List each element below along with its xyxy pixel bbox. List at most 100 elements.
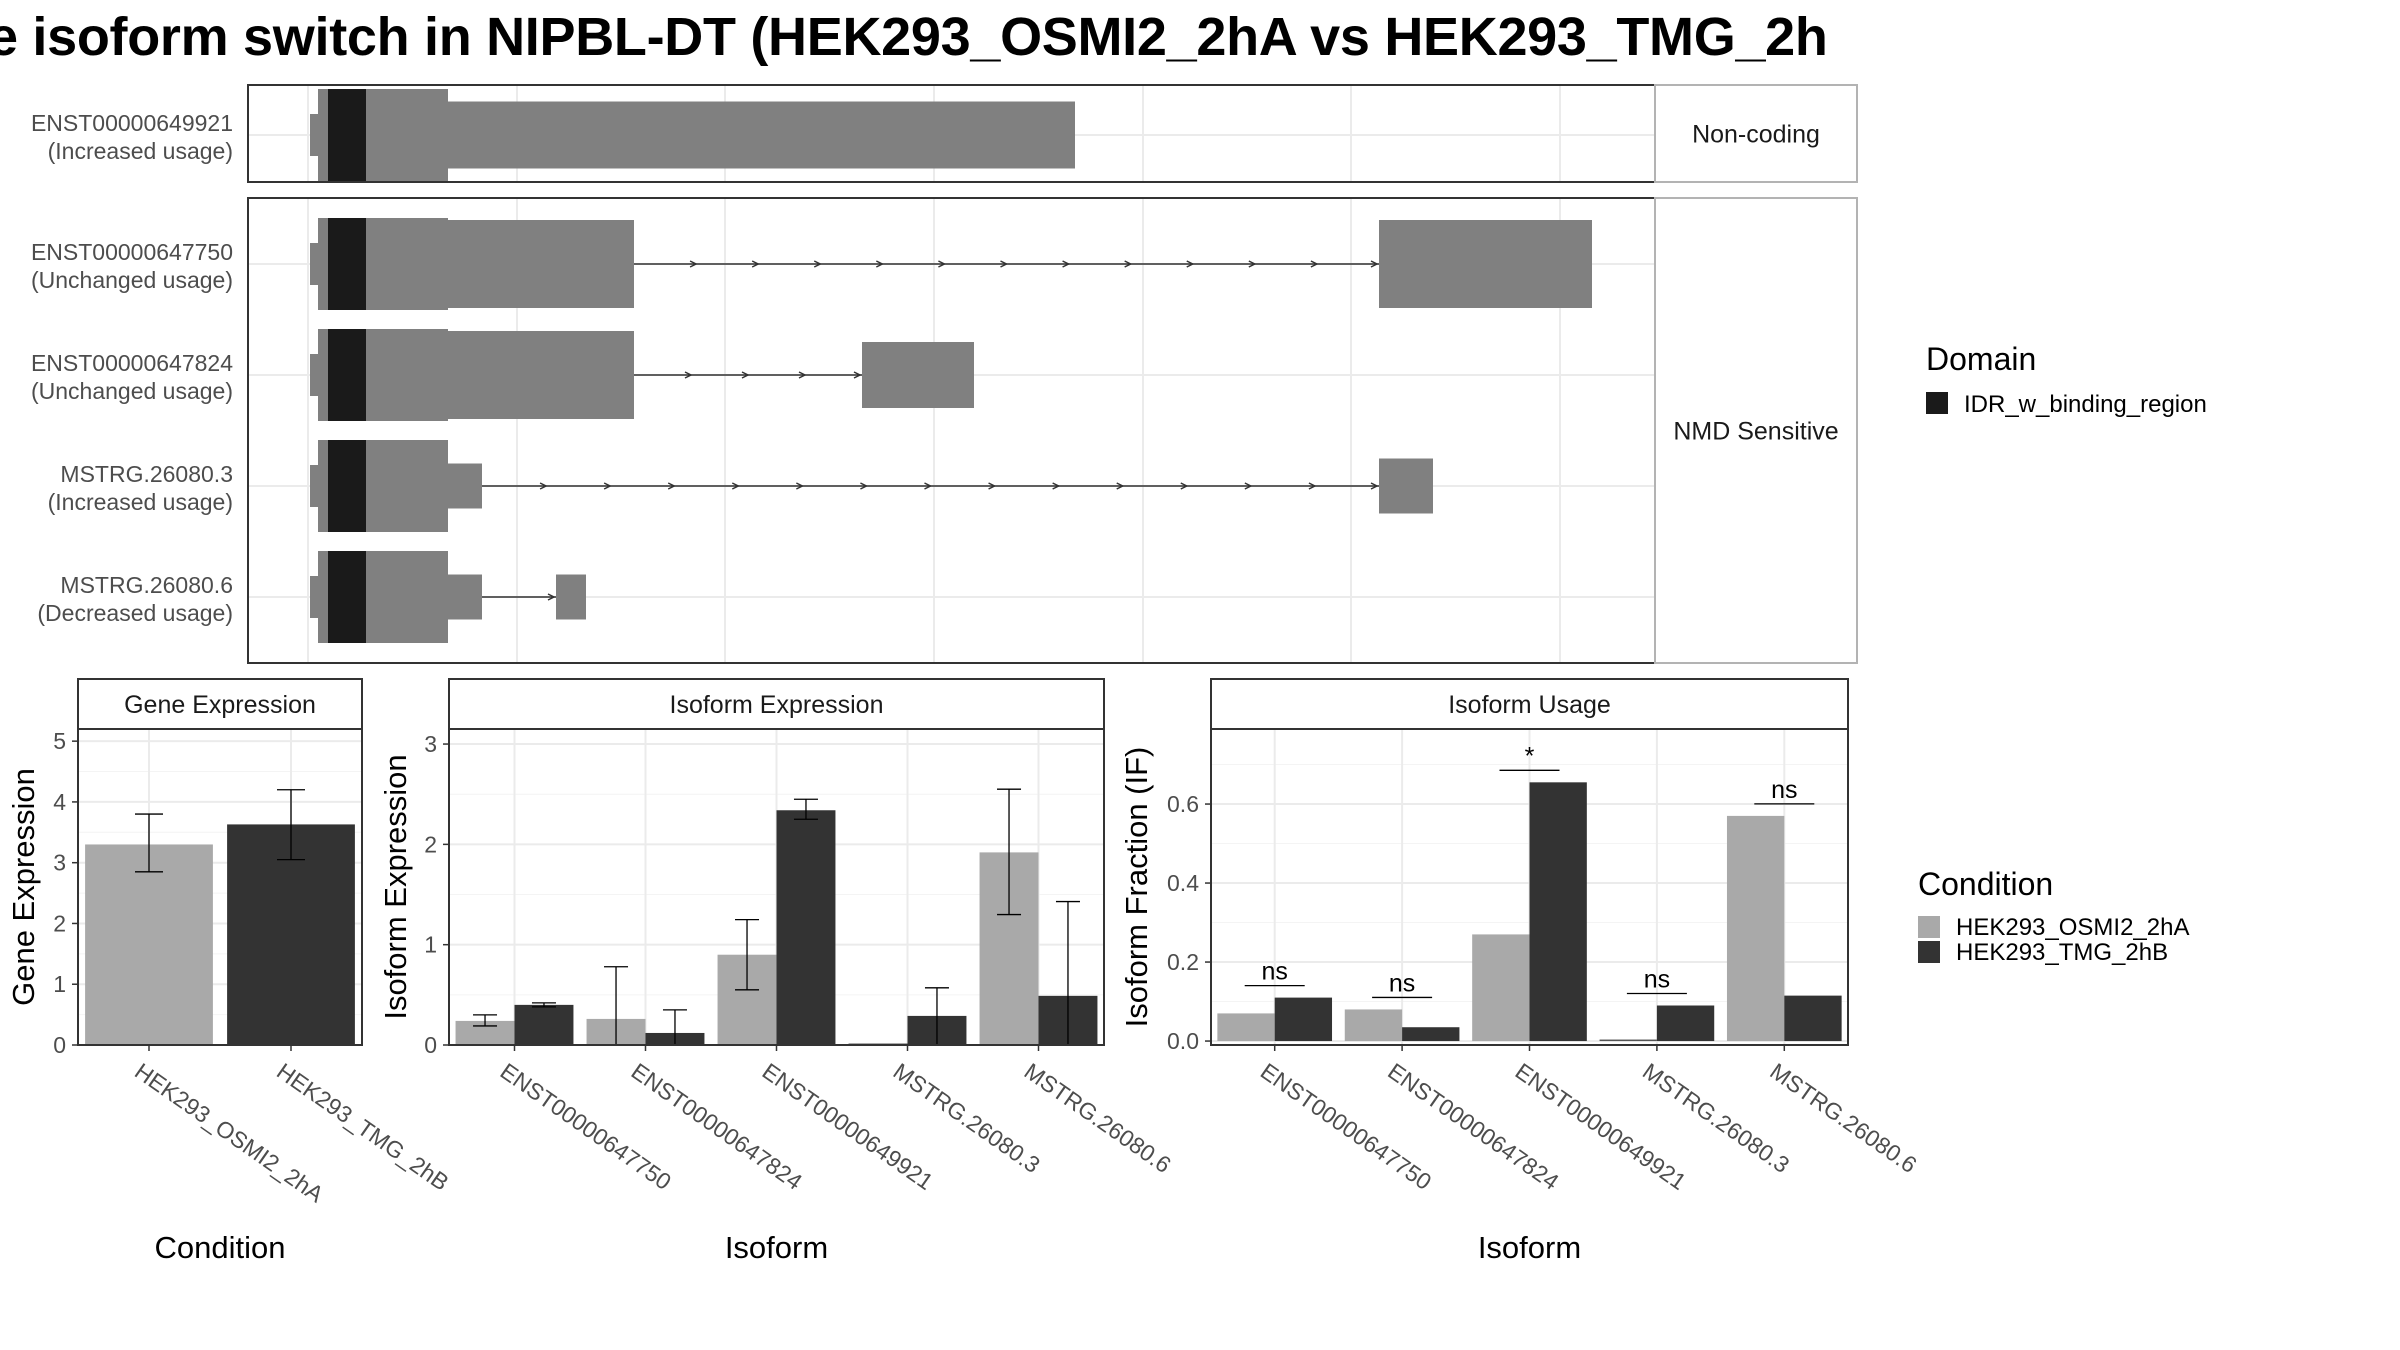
domain-idr-binding-region: [328, 440, 366, 532]
intron-arrow: [860, 482, 869, 490]
legend-key: [1918, 916, 1940, 938]
y-tick-label: 0.0: [1167, 1028, 1199, 1054]
bar: [1344, 1009, 1403, 1042]
exon: [448, 331, 634, 419]
bar: [1656, 1005, 1715, 1042]
domain-idr-binding-region: [328, 329, 366, 421]
intron-arrow: [539, 482, 548, 490]
y-axis-title: Isoform Expression: [378, 754, 413, 1019]
y-axis-title: Gene Expression: [6, 768, 41, 1006]
intron-arrow: [1244, 482, 1253, 490]
intron-arrow: [689, 260, 698, 268]
y-tick-label: 0.2: [1167, 949, 1199, 975]
exon: [310, 243, 320, 285]
significance-label: *: [1525, 742, 1535, 770]
intron-arrow: [751, 260, 760, 268]
intron-arrow: [988, 482, 997, 490]
y-tick-label: 1: [424, 932, 437, 958]
intron-arrow: [1186, 260, 1195, 268]
intron-arrow: [924, 482, 933, 490]
intron-arrow: [667, 482, 676, 490]
bar: [1599, 1039, 1657, 1042]
isoform-label: MSTRG.26080.6: [60, 572, 233, 598]
facet-strip: [448, 678, 1105, 730]
y-tick-label: 0.6: [1167, 791, 1199, 817]
figure-title: e isoform switch in NIPBL-DT (HEK293_OSM…: [0, 7, 1828, 67]
intron-arrow: [1370, 482, 1379, 490]
y-tick-label: 0: [53, 1032, 66, 1058]
x-axis-title: Isoform: [1478, 1230, 1581, 1265]
bar: [514, 1004, 574, 1045]
y-tick-label: 5: [53, 728, 66, 754]
isoform-label: ENST00000647824: [31, 350, 233, 376]
y-tick-label: 4: [53, 789, 66, 815]
bar: [776, 810, 836, 1045]
isoform-usage-label: (Unchanged usage): [31, 378, 233, 404]
y-tick-label: 0: [424, 1032, 437, 1058]
intron-arrow: [938, 260, 947, 268]
exon: [448, 463, 482, 509]
bar: [1274, 997, 1333, 1042]
facet-strip: [1210, 678, 1849, 730]
domain-idr-binding-region: [328, 218, 366, 310]
y-tick-label: 2: [53, 910, 66, 936]
isoform-label: MSTRG.26080.3: [60, 461, 233, 487]
domain-legend-title: Domain: [1926, 341, 2036, 377]
facet-strip-label: Non-coding: [1692, 121, 1820, 149]
y-tick-label: 2: [424, 831, 437, 857]
isoform-label: ENST00000649921: [31, 110, 233, 136]
intron-arrow: [1062, 260, 1071, 268]
y-tick-label: 3: [53, 850, 66, 876]
bar: [227, 824, 355, 1045]
intron-arrow: [1310, 260, 1319, 268]
x-axis-title: Isoform: [725, 1230, 828, 1265]
bar: [1784, 995, 1842, 1042]
intron-arrow: [603, 482, 612, 490]
isoform-usage-label: (Increased usage): [48, 138, 233, 164]
y-tick-label: 0.4: [1167, 870, 1199, 896]
intron-arrow: [1308, 482, 1317, 490]
bar: [1402, 1027, 1460, 1042]
bar: [1529, 782, 1587, 1042]
intron-arrow: [798, 371, 807, 379]
isoform-usage-label: (Decreased usage): [37, 600, 233, 626]
x-axis-title: Condition: [155, 1230, 286, 1265]
y-tick-label: 3: [424, 731, 437, 757]
exon: [556, 574, 586, 620]
significance-label: ns: [1261, 958, 1287, 986]
legend-key: [1918, 941, 1940, 963]
facet-strip: [1654, 84, 1858, 183]
exon: [448, 574, 482, 620]
intron-arrow: [1248, 260, 1257, 268]
condition-legend-label: HEK293_OSMI2_2hA: [1956, 914, 2189, 941]
facet-strip-label: Gene Expression: [124, 691, 316, 719]
exon: [448, 220, 634, 308]
intron-arrow: [731, 482, 740, 490]
intron-arrow: [796, 482, 805, 490]
intron-arrow: [684, 371, 693, 379]
significance-label: ns: [1771, 776, 1797, 804]
bar: [1472, 934, 1530, 1042]
y-tick-label: 1: [53, 971, 66, 997]
exon: [310, 465, 320, 507]
y-axis-title: Isoform Fraction (IF): [1119, 747, 1154, 1028]
intron-arrow: [1180, 482, 1189, 490]
isoform-label: ENST00000647750: [31, 239, 233, 265]
intron-arrow: [875, 260, 885, 268]
intron-arrow: [1052, 482, 1061, 490]
bar: [85, 844, 213, 1045]
legend-key: [1926, 392, 1948, 414]
bar: [1217, 1013, 1275, 1042]
intron-arrow: [1370, 260, 1379, 268]
intron-arrow: [1000, 260, 1009, 268]
domain-idr-binding-region: [328, 89, 366, 181]
condition-legend-title: Condition: [1918, 866, 2053, 902]
isoform-usage-label: (Unchanged usage): [31, 267, 233, 293]
significance-label: ns: [1644, 966, 1670, 994]
exon: [862, 342, 974, 408]
bar: [1726, 815, 1785, 1042]
condition-legend-label: HEK293_TMG_2hB: [1956, 939, 2168, 966]
exon: [1379, 220, 1592, 308]
facet-strip: [77, 678, 363, 730]
